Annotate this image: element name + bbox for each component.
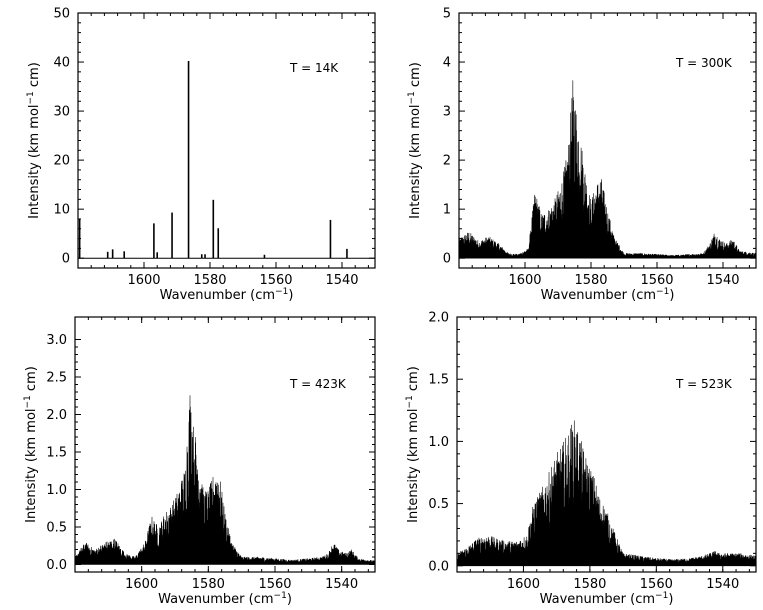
x-tick-label: 1540 [325, 273, 358, 288]
x-axis-label: Wavenumber (cm−1) [160, 287, 294, 303]
x-tick-label: 1600 [125, 577, 158, 592]
x-tick-label: 1580 [574, 273, 607, 288]
series-group [75, 395, 375, 565]
series-group [457, 420, 756, 567]
y-axis-label: Intensity (km mol−1 cm) [407, 62, 423, 219]
x-tick-label: 1580 [192, 577, 225, 592]
chart-panel: 0.0 0.5 1.0 1.5 2.0 1600 1580 1560 1540 Wavenumbe… [405, 311, 757, 607]
chart-panel: 0 10 20 30 40 50 1600 1580 1560 1540 Wavenumber (c… [26, 7, 376, 303]
y-tick-label: 1.0 [428, 435, 449, 450]
y-tick-label: 2.0 [428, 311, 449, 326]
chart-panel: 0.0 0.5 1.0 1.5 2.0 2.5 3.0 1600 1580 1560 1540 Wav… [23, 316, 376, 607]
spectrum-area [459, 80, 756, 259]
y-tick-label: 3 [443, 105, 451, 120]
series-group [459, 80, 756, 259]
y-tick-label: 5 [443, 7, 451, 22]
x-tick-label: 1600 [127, 273, 160, 288]
y-tick-label: 40 [53, 56, 70, 71]
y-tick-label: 0 [443, 252, 451, 267]
x-tick-label: 1600 [508, 273, 541, 288]
y-tick-label: 3.0 [46, 333, 67, 348]
y-tick-label: 1 [443, 203, 451, 218]
x-tick-label: 1600 [507, 577, 540, 592]
x-tick-label: 1540 [706, 577, 739, 592]
y-tick-label: 2.0 [46, 408, 67, 423]
spectrum-area [75, 395, 375, 565]
y-tick-label: 0.0 [46, 558, 67, 573]
y-axis-label: Intensity (km mol−1 cm) [405, 366, 421, 523]
x-axis-label: Wavenumber (cm−1) [541, 287, 675, 303]
plot-frame [456, 316, 757, 573]
x-tick-label: 1580 [193, 273, 226, 288]
x-tick-label: 1560 [640, 577, 673, 592]
x-axis-label: Wavenumber (cm−1) [540, 591, 674, 607]
y-tick-label: 20 [53, 154, 70, 169]
y-tick-label: 2 [443, 154, 451, 169]
y-axis-label: Intensity (km mol−1 cm) [26, 62, 42, 219]
y-tick-label: 0.0 [428, 559, 449, 574]
temperature-annotation: T = 300K [675, 56, 733, 70]
y-tick-label: 2.5 [46, 371, 67, 386]
y-tick-label: 0.5 [46, 521, 67, 536]
x-tick-label: 1560 [258, 577, 291, 592]
y-tick-label: 1.5 [428, 373, 449, 388]
x-tick-label: 1580 [573, 577, 606, 592]
temperature-annotation: T = 14K [289, 61, 339, 75]
temperature-annotation: T = 523K [675, 377, 733, 391]
x-tick-label: 1540 [325, 577, 358, 592]
y-tick-label: 1.0 [46, 483, 67, 498]
series-group [78, 61, 375, 259]
chart-panel: 0 1 2 3 4 5 1600 1580 1560 1540 Wavenumber (cm−1) I… [407, 7, 757, 303]
temperature-annotation: T = 423K [289, 377, 347, 391]
y-tick-label: 10 [53, 203, 70, 218]
y-axis-label: Intensity (km mol−1 cm) [23, 366, 39, 523]
y-tick-label: 0.5 [428, 497, 449, 512]
x-tick-label: 1560 [640, 273, 673, 288]
y-tick-label: 0 [62, 252, 70, 267]
y-tick-label: 4 [443, 56, 451, 71]
x-tick-label: 1540 [706, 273, 739, 288]
y-tick-label: 30 [53, 105, 70, 120]
spectrum-area [457, 420, 756, 567]
x-tick-label: 1560 [259, 273, 292, 288]
x-axis-label: Wavenumber (cm−1) [158, 591, 292, 607]
y-tick-label: 1.5 [46, 446, 67, 461]
y-tick-label: 50 [53, 7, 70, 22]
